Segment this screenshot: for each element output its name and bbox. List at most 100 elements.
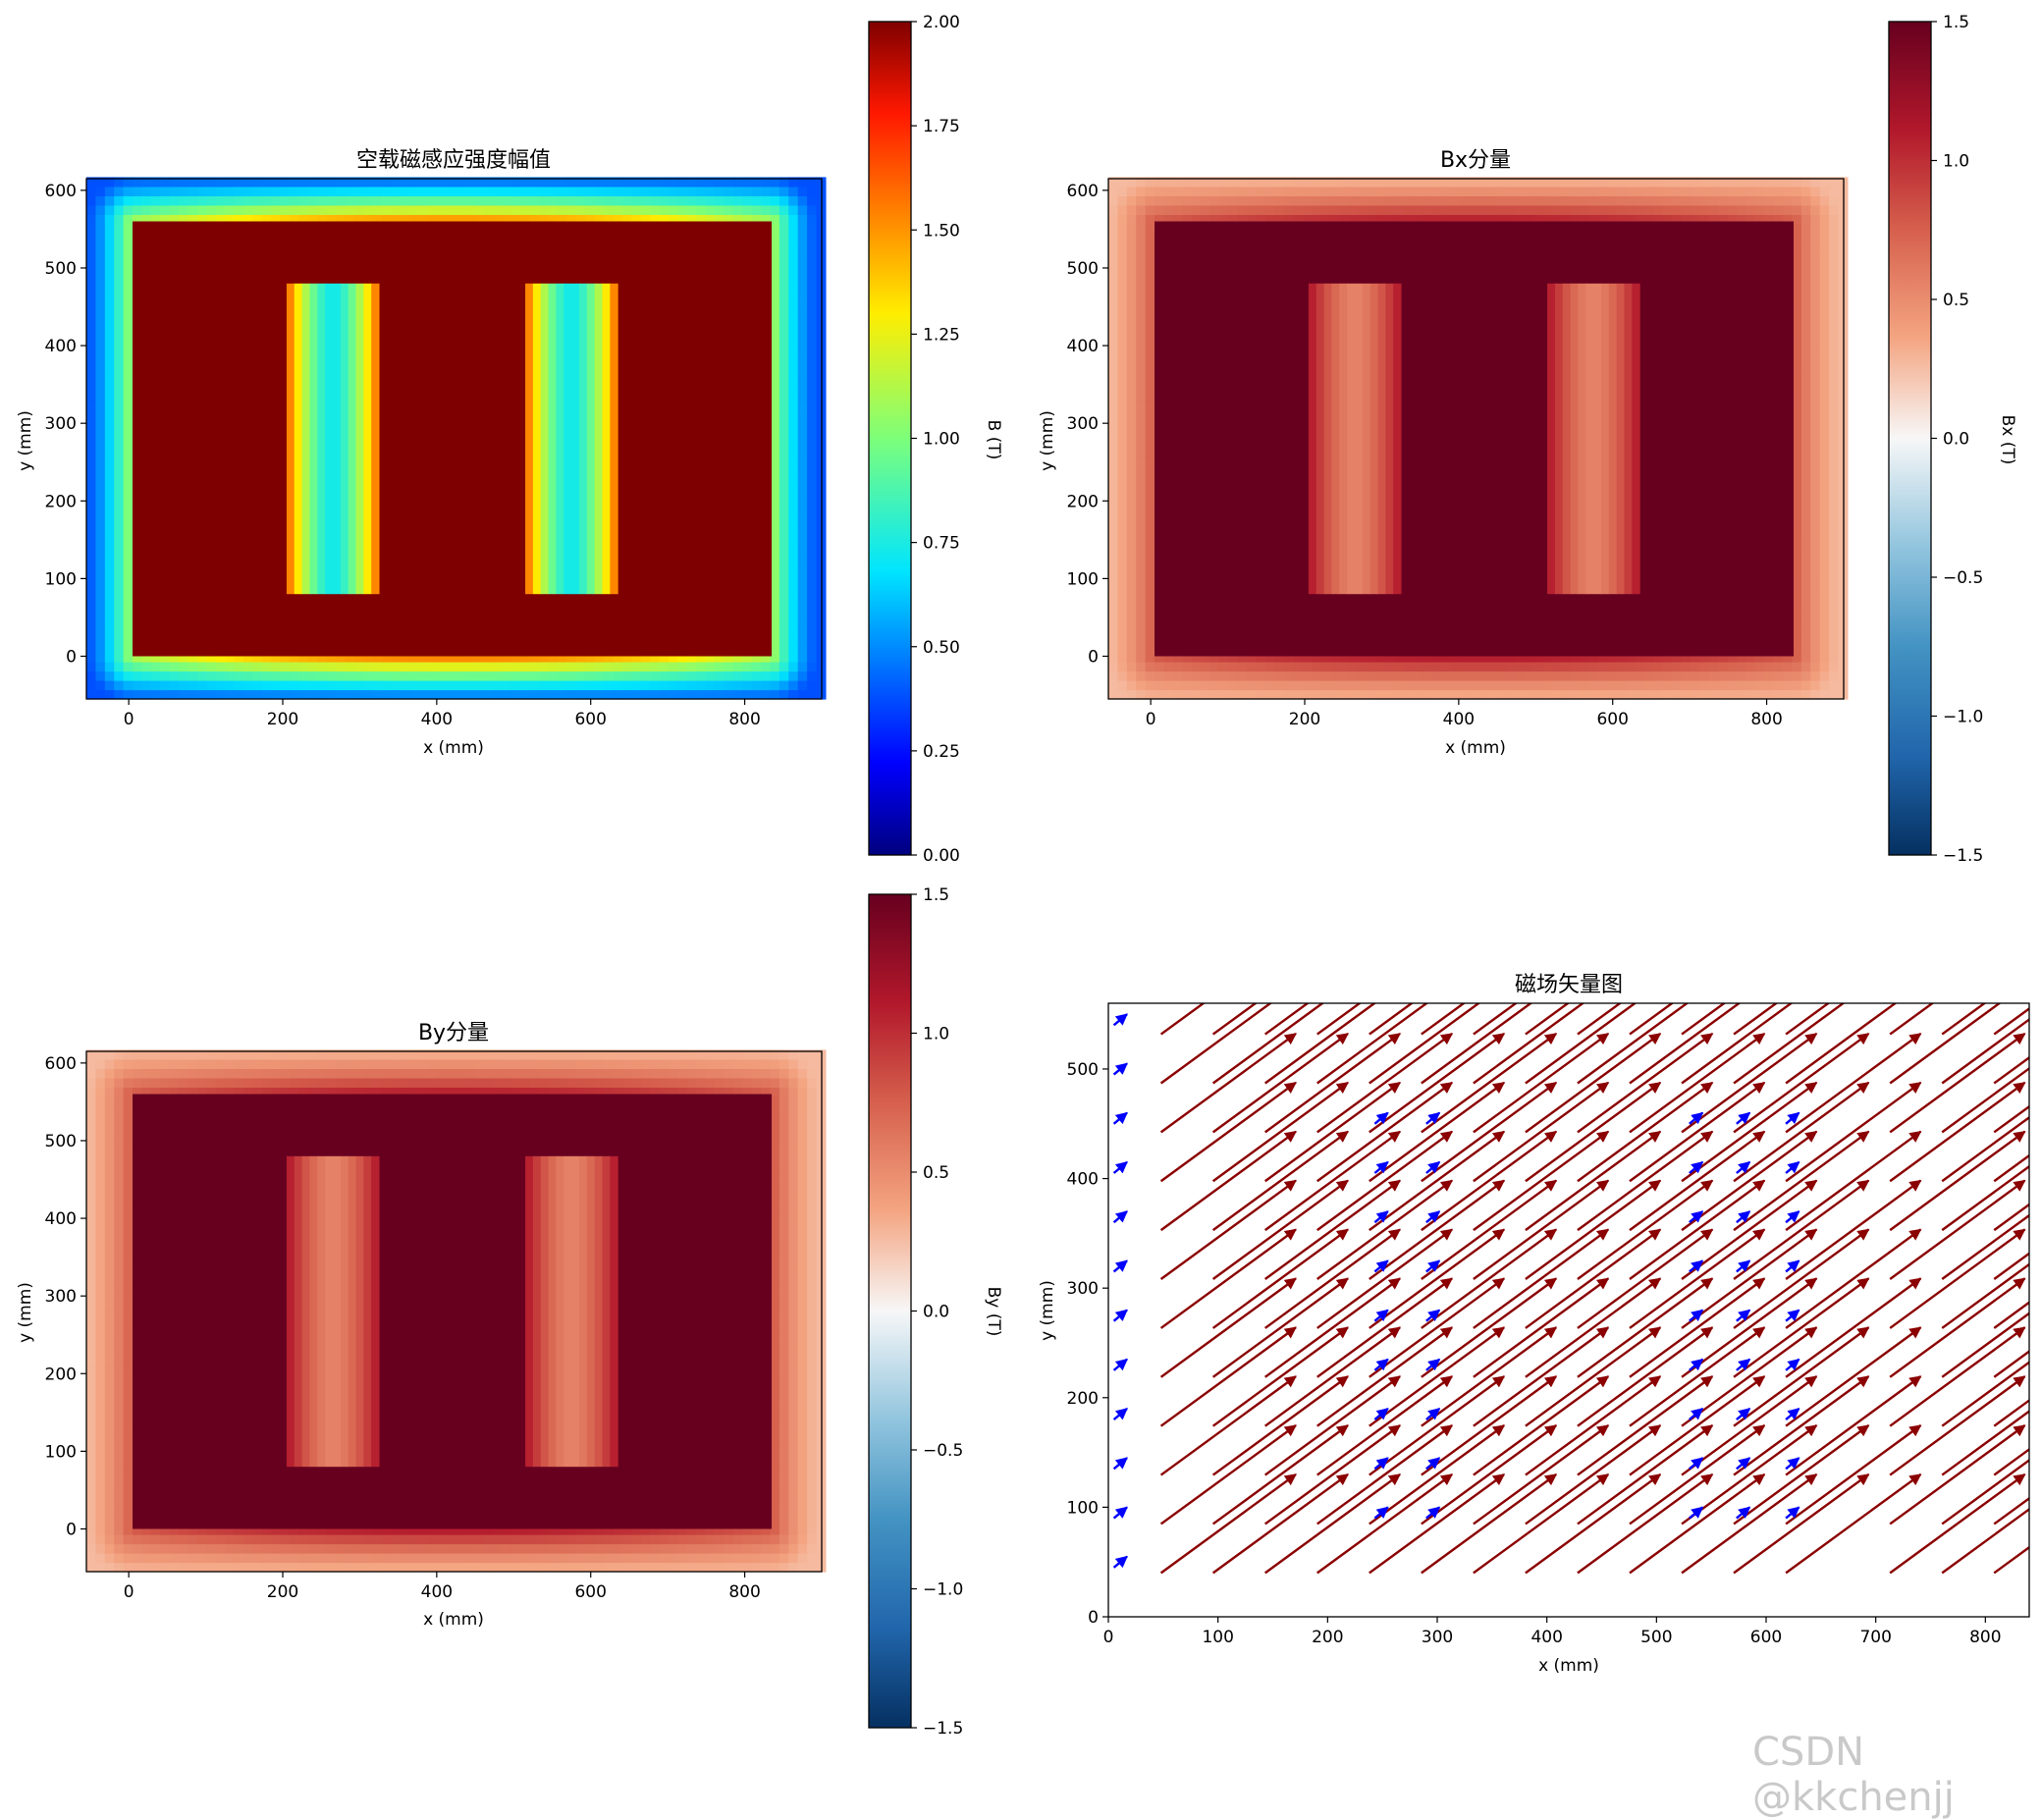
heatmap-cell: [419, 187, 429, 196]
heatmap-cell: [779, 512, 789, 522]
heatmap-cell: [484, 205, 494, 215]
heatmap-cell: [1127, 606, 1137, 616]
heatmap-cell: [696, 671, 706, 681]
heatmap-cell: [1108, 326, 1118, 336]
heatmap-cell: [650, 671, 660, 681]
heatmap-cell: [373, 671, 383, 681]
heatmap-cell: [1136, 504, 1146, 513]
heatmap-cell: [761, 662, 771, 671]
heatmap-cell: [86, 298, 96, 308]
heatmap-cell: [95, 326, 105, 336]
heatmap-cell: [1117, 456, 1127, 466]
heatmap-cell: [428, 187, 438, 196]
heatmap-cell: [1108, 224, 1118, 234]
heatmap-cell: [105, 597, 115, 607]
colorbar-tick-label: 1.00: [923, 430, 960, 450]
heatmap-cell: [336, 195, 346, 205]
heatmap-cell: [1108, 373, 1118, 383]
heatmap-cell: [114, 653, 124, 663]
heatmap-cell: [1127, 336, 1137, 346]
heatmap-cell: [724, 187, 733, 196]
heatmap-cell: [373, 187, 383, 196]
heatmap-cell: [1163, 680, 1173, 690]
heatmap-cell: [807, 466, 817, 476]
heatmap-cell: [779, 634, 789, 644]
heatmap-cell: [105, 568, 115, 578]
heatmap-cell: [1108, 624, 1118, 634]
heatmap-cell: [235, 690, 244, 700]
heatmap-cell: [114, 392, 124, 401]
heatmap-cell: [807, 485, 817, 495]
heatmap-cell: [160, 690, 170, 700]
heatmap-cell: [346, 662, 355, 671]
heatmap-cell: [613, 195, 622, 205]
heatmap-cell: [1108, 550, 1118, 560]
heatmap-cell: [86, 317, 96, 327]
window-strip: [556, 284, 564, 594]
heatmap-cell: [798, 587, 808, 597]
heatmap-cell: [124, 616, 134, 625]
heatmap-cell: [788, 587, 798, 597]
heatmap-cell: [1146, 195, 1155, 205]
heatmap-cell: [1173, 680, 1183, 690]
heatmap-cell: [779, 662, 789, 671]
window-strip: [309, 284, 317, 594]
heatmap-cell: [1117, 336, 1127, 346]
heatmap-cell: [456, 195, 465, 205]
heatmap-cell: [779, 307, 789, 317]
heatmap-cell: [105, 382, 115, 392]
heatmap-cell: [1127, 550, 1137, 560]
heatmap-cell: [779, 187, 789, 196]
heatmap-cell: [114, 363, 124, 373]
heatmap-cell: [706, 671, 716, 681]
heatmap-cell: [807, 195, 817, 205]
heatmap-cell: [86, 251, 96, 261]
heatmap-cell: [631, 195, 641, 205]
heatmap-cell: [114, 606, 124, 616]
window-strip: [317, 284, 325, 594]
heatmap-cell: [798, 317, 808, 327]
heatmap-cell: [1136, 634, 1146, 644]
heatmap-cell: [788, 438, 798, 448]
heatmap-cell: [1146, 680, 1155, 690]
heatmap-cell: [392, 662, 402, 671]
heatmap-cell: [114, 214, 124, 224]
heatmap-cell: [779, 373, 789, 383]
heatmap-cell: [281, 690, 291, 700]
x-tick-label: 400: [421, 710, 453, 729]
heatmap-cell: [281, 680, 291, 690]
heatmap-cell: [114, 504, 124, 513]
heatmap-cell: [188, 187, 198, 196]
heatmap-cell: [160, 205, 170, 215]
heatmap-cell: [447, 680, 457, 690]
heatmap-cell: [86, 345, 96, 354]
heatmap-cell: [1127, 512, 1137, 522]
heatmap-cell: [419, 671, 429, 681]
heatmap-cell: [1117, 289, 1127, 298]
heatmap-cell: [160, 671, 170, 681]
heatmap-cell: [95, 568, 105, 578]
heatmap-cell: [188, 662, 198, 671]
heatmap-cell: [1136, 401, 1146, 410]
heatmap-cell: [86, 485, 96, 495]
heatmap-cell: [346, 680, 355, 690]
heatmap-cell: [807, 568, 817, 578]
heatmap-cell: [290, 187, 299, 196]
heatmap-cell: [779, 298, 789, 308]
heatmap-cell: [114, 354, 124, 364]
heatmap-cell: [798, 448, 808, 457]
heatmap-cell: [151, 662, 161, 671]
heatmap-cell: [1127, 568, 1137, 578]
heatmap-cell: [447, 690, 457, 700]
heatmap-cell: [1108, 568, 1118, 578]
heatmap-cell: [308, 680, 318, 690]
heatmap-cell: [124, 671, 134, 681]
heatmap-cell: [160, 680, 170, 690]
heatmap-cell: [290, 195, 299, 205]
heatmap-cell: [346, 205, 355, 215]
heatmap-cell: [1108, 345, 1118, 354]
heatmap-cell: [86, 419, 96, 429]
heatmap-cell: [373, 662, 383, 671]
heatmap-cell: [650, 662, 660, 671]
